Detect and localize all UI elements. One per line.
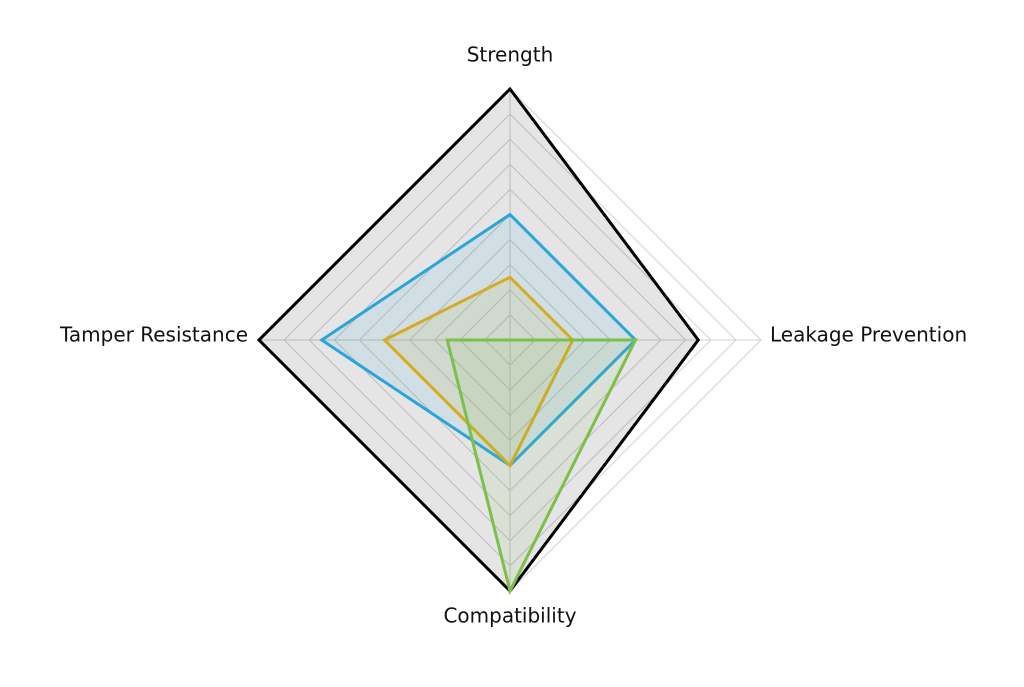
series-area [445,338,638,596]
axis-label: Tamper Resistance [59,323,248,347]
axis-label: Strength [467,43,554,67]
series-area [381,275,575,469]
axis-label: Compatibility [443,604,576,628]
axis-label: Leakage Prevention [770,323,967,347]
